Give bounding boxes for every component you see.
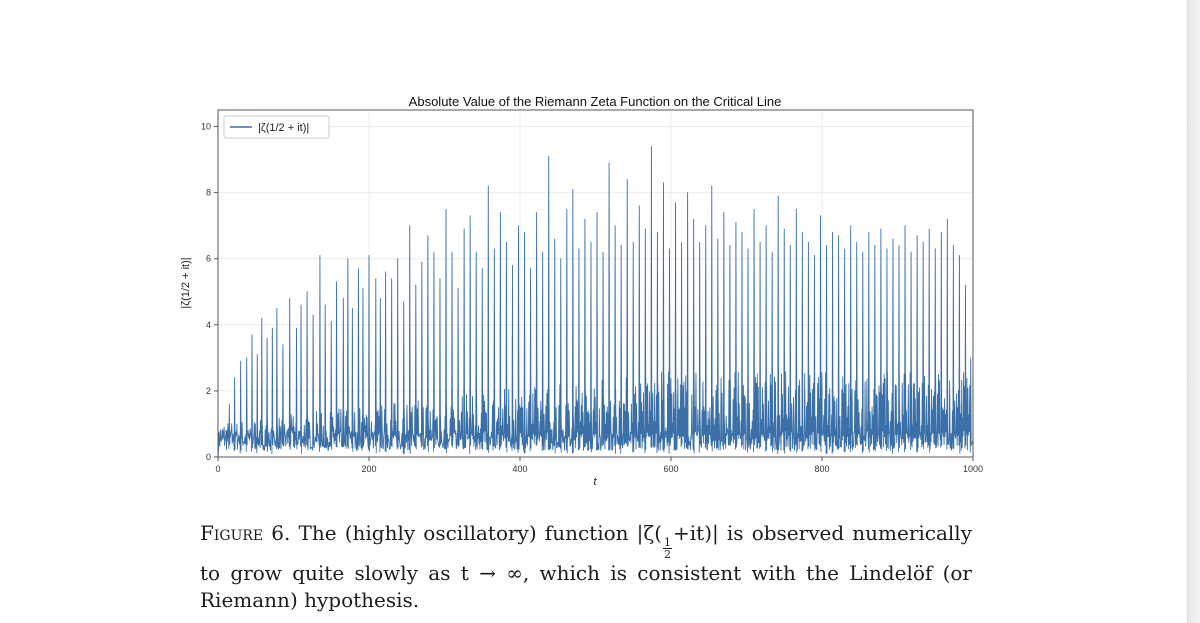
- legend-box: [223, 115, 330, 139]
- x-tick-label: 600: [663, 464, 678, 474]
- plot-layer: [217, 145, 974, 458]
- caption-text-before: The (highly oscillatory) function |ζ(: [298, 521, 663, 545]
- x-tick-label: 0: [215, 464, 220, 474]
- series-line: [217, 145, 974, 458]
- y-tick-label: 2: [206, 386, 211, 396]
- x-tick-label: 800: [814, 464, 829, 474]
- x-tick-label: 400: [512, 464, 527, 474]
- axis-layer: 0 200 400 600 800 1000 0 2 4 6 8 10: [201, 122, 983, 474]
- page-edge: [1187, 0, 1200, 623]
- caption-label: Figure 6.: [200, 521, 291, 545]
- y-axis-label: |ζ(1/2 + it)|: [180, 257, 192, 308]
- fraction-denominator: 2: [664, 548, 672, 561]
- y-tick-label: 0: [206, 452, 211, 462]
- y-tick-label: 8: [206, 188, 211, 198]
- x-axis-label: t: [593, 476, 597, 488]
- plot-frame: [217, 109, 974, 458]
- y-tick-label: 6: [206, 254, 211, 264]
- y-tick-label: 10: [201, 122, 211, 132]
- x-tick-label: 1000: [963, 464, 983, 474]
- figure-caption: Figure 6. The (highly oscillatory) funct…: [200, 520, 972, 614]
- y-tick-label: 4: [206, 320, 211, 330]
- legend: |ζ(1/2 + it)|: [223, 115, 330, 139]
- chart-title: Absolute Value of the Riemann Zeta Funct…: [409, 94, 782, 109]
- fraction-numerator: 1: [663, 536, 673, 549]
- legend-label: |ζ(1/2 + it)|: [258, 122, 309, 134]
- zeta-chart: Absolute Value of the Riemann Zeta Funct…: [180, 94, 983, 488]
- caption-text-after: +it)| is observed numerically to grow qu…: [200, 521, 973, 612]
- x-tick-label: 200: [361, 464, 376, 474]
